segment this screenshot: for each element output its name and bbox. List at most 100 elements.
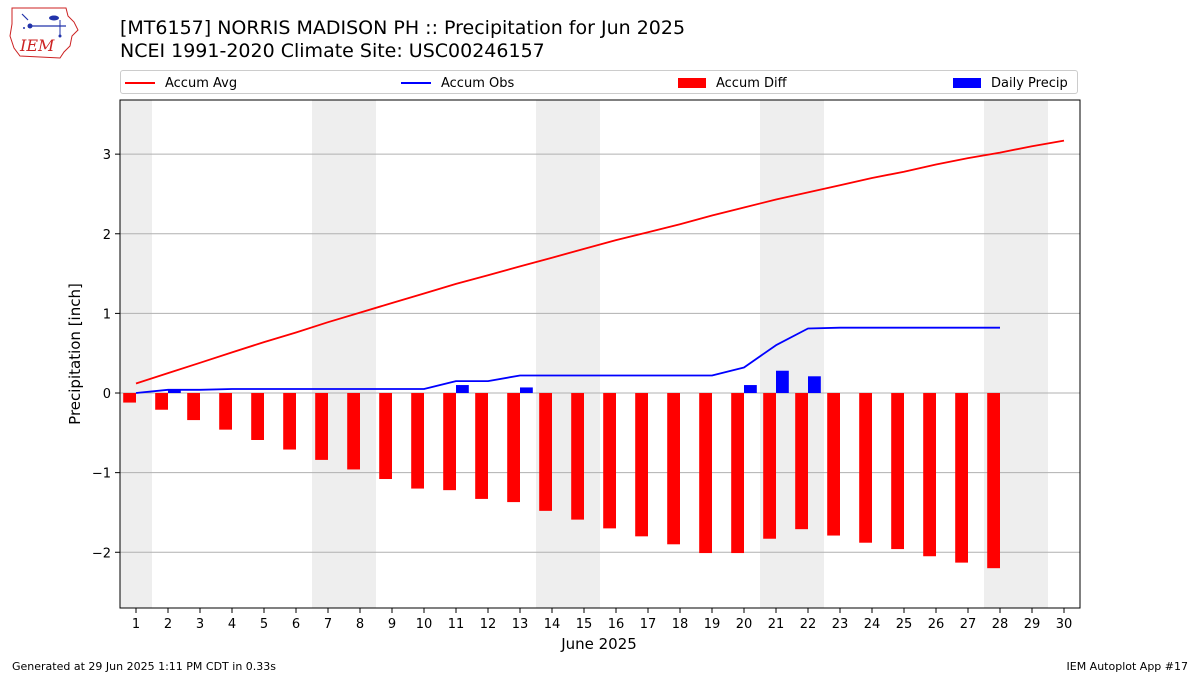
weekend-shading [120, 100, 1048, 608]
accum-diff-bar [923, 393, 936, 557]
legend-swatch-accum-avg [125, 82, 155, 84]
grid-lines [120, 153, 1080, 553]
y-tick-label: −1 [92, 467, 111, 482]
accum-obs-line [135, 326, 1000, 394]
accum-diff-bar [507, 393, 520, 503]
weekend-band-day-8 [344, 100, 376, 608]
x-tick-label: 27 [960, 617, 977, 632]
weekend-band-day-1 [120, 100, 152, 608]
accum-diff-bar [667, 393, 680, 545]
chart-subtitle: NCEI 1991-2020 Climate Site: USC00246157 [120, 40, 545, 62]
y-tick-label: 0 [103, 387, 111, 402]
x-tick-label: 15 [576, 617, 593, 632]
legend-label-accum-diff: Accum Diff [716, 75, 787, 91]
accum-diff-bars [123, 393, 1000, 569]
footer-generated: Generated at 29 Jun 2025 1:11 PM CDT in … [12, 660, 277, 673]
legend-swatch-accum-diff [678, 78, 706, 88]
legend-item-accum-avg: Accum Avg [125, 74, 237, 92]
weekend-band-day-7 [312, 100, 344, 608]
daily-precip-bar [456, 385, 469, 394]
accum-diff-bar [347, 393, 360, 470]
legend-item-accum-obs: Accum Obs [401, 74, 514, 92]
footer-app: IEM Autoplot App #17 [1066, 660, 1189, 673]
x-tick-label: 11 [448, 617, 465, 632]
chart-title: [MT6157] NORRIS MADISON PH :: Precipitat… [120, 17, 686, 39]
plot-frame [119, 99, 1081, 609]
x-tick-label: 12 [480, 617, 497, 632]
legend-item-daily-precip: Daily Precip [953, 74, 1068, 92]
x-tick-label: 24 [864, 617, 881, 632]
x-tick-label: 17 [640, 617, 657, 632]
y-tick-label: 1 [103, 307, 111, 322]
legend-label-daily-precip: Daily Precip [991, 75, 1068, 91]
daily-precip-bar [168, 389, 181, 394]
x-tick-label: 13 [512, 617, 529, 632]
daily-precip-bars [168, 370, 821, 394]
weekend-band-day-15 [568, 100, 600, 608]
accum-avg-line [135, 139, 1065, 385]
daily-precip-bar [808, 376, 821, 394]
x-tick-label: 4 [228, 617, 236, 632]
x-tick-label: 8 [356, 617, 364, 632]
accum-diff-bar [859, 393, 872, 543]
x-tick-label: 22 [800, 617, 817, 632]
y-axis-ticks: −2 −1 0 1 2 3 [92, 148, 120, 561]
accum-diff-bar [731, 393, 744, 554]
accum-diff-bar [283, 393, 296, 450]
accum-diff-bar [379, 393, 392, 480]
accum-diff-bar [155, 393, 168, 410]
weekend-band-day-22 [792, 100, 824, 608]
daily-precip-bar [776, 370, 789, 394]
y-tick-label: −2 [92, 546, 111, 561]
accum-diff-bar [699, 393, 712, 554]
accum-diff-bar [571, 393, 584, 520]
x-tick-label: 6 [292, 617, 300, 632]
legend-item-accum-diff: Accum Diff [678, 74, 787, 92]
accum-diff-bar [603, 393, 616, 529]
accum-diff-bar [635, 393, 648, 537]
accum-diff-bar [891, 393, 904, 550]
x-tick-label: 20 [736, 617, 753, 632]
x-tick-label: 29 [1024, 617, 1041, 632]
iem-logo: IEM [9, 7, 79, 59]
accum-diff-bar [187, 393, 200, 421]
x-tick-label: 2 [164, 617, 172, 632]
x-tick-label: 25 [896, 617, 913, 632]
x-tick-label: 3 [196, 617, 204, 632]
legend-swatch-accum-obs [401, 82, 431, 84]
x-tick-label: 28 [992, 617, 1009, 632]
accum-diff-bar [987, 393, 1000, 569]
x-tick-label: 19 [704, 617, 721, 632]
legend: Accum Avg Accum Obs Accum Diff Daily Pre… [120, 70, 1078, 94]
x-tick-label: 14 [544, 617, 561, 632]
accum-diff-bar [219, 393, 232, 430]
accum-lines [135, 139, 1065, 394]
accum-diff-bar [475, 393, 488, 499]
legend-label-accum-avg: Accum Avg [165, 75, 238, 91]
accum-diff-bar [251, 393, 264, 440]
y-tick-label: 3 [103, 148, 111, 163]
accum-diff-bar [955, 393, 968, 563]
weekend-band-day-29 [1016, 100, 1048, 608]
x-tick-label: 9 [388, 617, 396, 632]
accum-diff-bar [795, 393, 808, 530]
logo-text: IEM [19, 36, 55, 55]
y-axis-label: Precipitation [inch] [66, 283, 84, 425]
x-axis-label: June 2025 [560, 635, 637, 653]
x-tick-label: 10 [416, 617, 433, 632]
x-tick-label: 1 [132, 617, 140, 632]
x-tick-label: 23 [832, 617, 849, 632]
weekend-band-day-14 [536, 100, 568, 608]
x-tick-label: 18 [672, 617, 689, 632]
legend-swatch-daily-precip [953, 78, 981, 88]
daily-precip-bar [520, 387, 533, 394]
daily-precip-bar [744, 385, 757, 394]
accum-diff-bar [539, 393, 552, 511]
accum-diff-bar [411, 393, 424, 489]
accum-diff-bar [763, 393, 776, 539]
x-axis-ticks: 1 2 3 4 5 6 7 8 9 10 11 12 13 14 15 16 17 18 19 20 21 22 23 24 2… [132, 608, 1072, 632]
y-tick-label: 2 [103, 228, 111, 243]
x-tick-label: 5 [260, 617, 268, 632]
x-tick-label: 21 [768, 617, 785, 632]
